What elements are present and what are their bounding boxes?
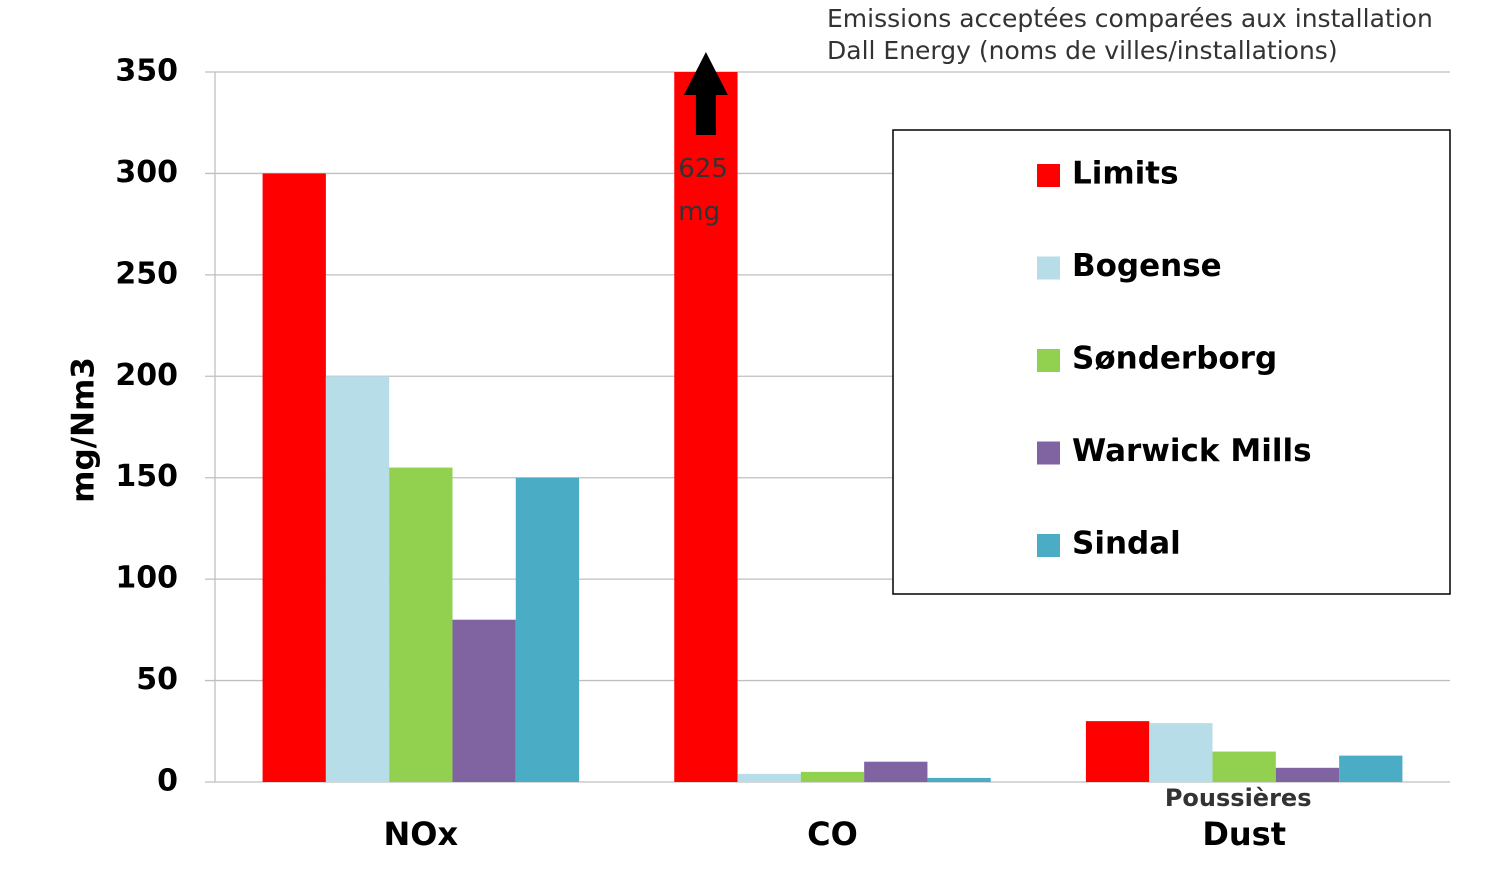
- bar: [1149, 723, 1213, 782]
- bar: [927, 777, 991, 782]
- legend-box: [892, 129, 1451, 595]
- y-axis-label: mg/Nm3: [66, 357, 102, 503]
- y-tick-label: 100: [115, 561, 178, 596]
- legend-swatch: [1037, 349, 1060, 372]
- bar: [674, 72, 738, 783]
- x-tick-label: Dust: [1202, 815, 1286, 853]
- overflow-arrow: [683, 52, 728, 135]
- data-label-box: 625 mg: [678, 154, 728, 227]
- legend-label: Sønderborg: [1072, 341, 1277, 377]
- legend-swatch: [1037, 256, 1060, 280]
- legend-label: Sindal: [1072, 526, 1181, 562]
- legend-label: Bogense: [1072, 248, 1222, 284]
- bar: [262, 173, 326, 782]
- y-tick-label: 50: [136, 662, 178, 697]
- bar: [800, 771, 865, 782]
- bar: [1085, 721, 1150, 782]
- category-annotation: Poussières: [1165, 784, 1312, 812]
- chart-title: Dall Energy (noms de villes/installation…: [827, 36, 1338, 65]
- bar: [1339, 755, 1403, 782]
- y-tick-label: 150: [115, 459, 178, 494]
- y-tick-label: 350: [115, 54, 178, 89]
- y-tick-label: 250: [115, 256, 178, 291]
- bar: [325, 376, 390, 782]
- bar: [737, 773, 801, 782]
- chart-title: Emissions acceptées comparées aux instal…: [827, 4, 1433, 33]
- bar: [1275, 767, 1340, 782]
- y-tick-label: 0: [157, 764, 178, 799]
- x-tick-label: CO: [807, 815, 858, 853]
- legend-swatch: [1037, 164, 1060, 187]
- legend-label: Limits: [1072, 156, 1179, 192]
- bar: [452, 619, 516, 782]
- y-tick-label: 200: [115, 358, 178, 393]
- legend-swatch: [1037, 441, 1060, 465]
- legend-label: Warwick Mills: [1072, 433, 1312, 469]
- bar: [864, 761, 928, 782]
- bar: [1212, 751, 1276, 782]
- bar: [515, 477, 580, 782]
- data-label: 625 mg: [678, 154, 728, 227]
- legend-swatch: [1037, 534, 1060, 557]
- bar: [389, 467, 453, 782]
- y-tick-label: 300: [115, 155, 178, 190]
- x-tick-label: NOx: [384, 815, 459, 853]
